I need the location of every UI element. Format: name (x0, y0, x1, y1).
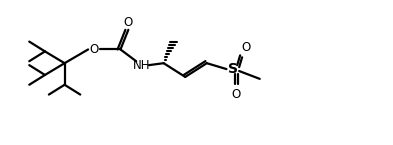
Text: O: O (241, 41, 251, 54)
Text: O: O (231, 88, 241, 101)
Text: S: S (228, 62, 238, 76)
Text: NH: NH (133, 59, 151, 72)
Text: O: O (124, 17, 133, 29)
Text: O: O (89, 43, 99, 56)
